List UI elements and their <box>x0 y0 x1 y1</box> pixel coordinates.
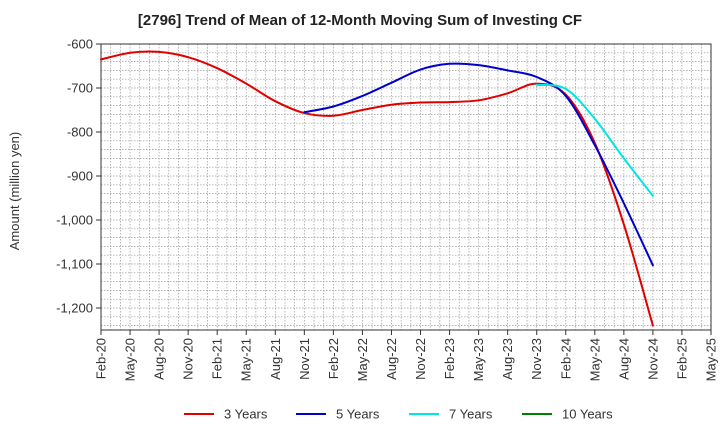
plot-border <box>100 43 712 331</box>
x-tick-label: Aug-24 <box>616 338 631 380</box>
y-tick-label: -900 <box>67 169 93 184</box>
series-line-7-years <box>535 83 654 197</box>
legend-label-5-years: 5 Years <box>336 407 380 422</box>
legend-label-10-years: 10 Years <box>562 407 613 422</box>
x-tick-label: May-21 <box>239 338 254 381</box>
x-tick-label: Nov-21 <box>297 338 312 380</box>
x-tick-label: Feb-25 <box>674 338 689 379</box>
x-tick-label: Nov-24 <box>645 338 660 380</box>
x-tick-label: Feb-21 <box>210 338 225 379</box>
x-tick-label: Aug-20 <box>152 338 167 380</box>
x-tick-label: Nov-20 <box>181 338 196 380</box>
x-tick-label: Feb-22 <box>326 338 341 379</box>
x-tick-label: May-20 <box>123 338 138 381</box>
x-tick-label: Feb-24 <box>558 338 573 379</box>
x-tick-label: May-25 <box>704 338 719 381</box>
y-tick-label: -700 <box>67 81 93 96</box>
x-tick-label: Aug-23 <box>500 338 515 380</box>
x-tick-label: Aug-22 <box>384 338 399 380</box>
legend: 3 Years 5 Years 7 Years 10 Years <box>184 407 613 422</box>
x-tick-label: Nov-23 <box>529 338 544 380</box>
y-tick-label: -1,100 <box>56 257 93 272</box>
plot-background <box>101 44 711 330</box>
x-tick-label: May-23 <box>471 338 486 381</box>
y-tick-label: -1,200 <box>56 301 93 316</box>
y-tick-label: -600 <box>67 37 93 52</box>
series-line-5-years <box>303 62 654 267</box>
y-axis-label: Amount (million yen) <box>7 132 22 251</box>
plot-area: -600 -700 -800 -900 -1,000 -1,100 -1,200 Feb-20… <box>56 37 718 382</box>
series-line-3-years <box>100 50 654 327</box>
x-tick-label: Feb-20 <box>94 338 109 379</box>
x-tick-label: Feb-23 <box>442 338 457 379</box>
legend-label-7-years: 7 Years <box>449 407 493 422</box>
legend-label-3-years: 3 Years <box>224 407 268 422</box>
x-tick-label: May-22 <box>355 338 370 381</box>
x-tick-label: Aug-21 <box>268 338 283 380</box>
chart-title: [2796] Trend of Mean of 12-Month Moving … <box>138 12 582 29</box>
y-tick-label: -1,000 <box>56 213 93 228</box>
y-tick-label: -800 <box>67 125 93 140</box>
x-tick-label: May-24 <box>587 338 602 381</box>
x-tick-label: Nov-22 <box>413 338 428 380</box>
